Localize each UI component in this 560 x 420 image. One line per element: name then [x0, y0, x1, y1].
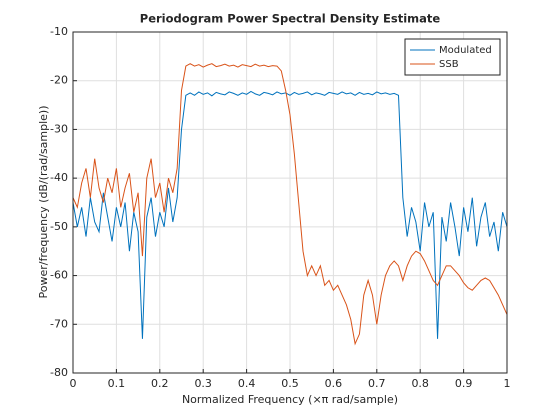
x-tick-label: 0.6 [325, 377, 343, 390]
y-tick-label: -30 [50, 122, 68, 135]
y-tick-label: -50 [50, 220, 68, 233]
x-tick-label: 1 [504, 377, 511, 390]
x-tick-label: 0.2 [151, 377, 169, 390]
data-line [72, 90, 508, 339]
y-tick-label: -80 [50, 366, 68, 379]
y-axis-label: Power/frequency (dB/(rad/sample)) [37, 106, 50, 299]
x-tick-label: 0.1 [108, 377, 126, 390]
x-tick-label: 0.3 [194, 377, 212, 390]
x-tick-label: 0 [70, 377, 77, 390]
x-tick-label: 0.7 [368, 377, 386, 390]
x-tick-label: 0.4 [238, 377, 256, 390]
legend-box [404, 38, 501, 76]
legend-label: Modulated [439, 45, 492, 56]
y-tick-label: -40 [50, 171, 68, 184]
x-tick-label: 0.5 [281, 377, 299, 390]
legend: Modulated SSB [404, 38, 501, 76]
legend-label: SSB [439, 59, 459, 70]
y-tick-label: -60 [50, 269, 68, 282]
y-tick-label: -10 [50, 25, 68, 38]
y-tick-label: -20 [50, 74, 68, 87]
chart-title: Periodogram Power Spectral Density Estim… [140, 12, 441, 26]
plot-frame [72, 31, 508, 374]
x-axis-label: Normalized Frequency (×π rad/sample) [182, 393, 398, 406]
x-tick-label: 0.8 [411, 377, 429, 390]
data-line [72, 63, 508, 346]
x-tick-label: 0.9 [455, 377, 473, 390]
y-tick-label: -70 [50, 317, 68, 330]
